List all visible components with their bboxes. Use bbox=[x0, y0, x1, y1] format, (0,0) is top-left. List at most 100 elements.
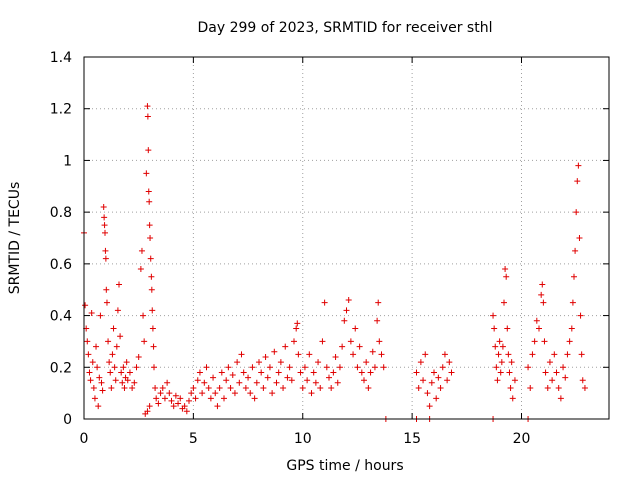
data-point bbox=[435, 374, 442, 381]
data-point bbox=[106, 359, 113, 366]
data-point bbox=[367, 369, 374, 376]
data-point bbox=[369, 348, 376, 355]
data-point bbox=[212, 390, 219, 397]
plot-frame bbox=[83, 56, 610, 420]
data-point bbox=[227, 384, 234, 391]
data-point bbox=[417, 359, 424, 366]
data-point bbox=[347, 338, 354, 345]
data-point bbox=[120, 364, 127, 371]
data-point bbox=[572, 247, 579, 254]
data-point bbox=[494, 377, 501, 384]
data-point bbox=[415, 384, 422, 391]
data-point bbox=[175, 400, 182, 407]
data-point bbox=[253, 379, 260, 386]
data-point bbox=[503, 273, 510, 280]
data-point bbox=[166, 390, 173, 397]
data-point bbox=[280, 384, 287, 391]
data-point bbox=[354, 364, 361, 371]
data-point bbox=[448, 369, 455, 376]
data-point bbox=[118, 369, 125, 376]
data-point bbox=[538, 291, 545, 298]
data-point bbox=[140, 312, 147, 319]
data-point bbox=[144, 103, 151, 110]
data-point bbox=[236, 379, 243, 386]
y-tick-label: 0 bbox=[63, 412, 72, 428]
data-point bbox=[87, 377, 94, 384]
data-point bbox=[153, 395, 160, 402]
data-point bbox=[321, 299, 328, 306]
data-point bbox=[89, 359, 96, 366]
data-point bbox=[256, 359, 262, 366]
data-point bbox=[577, 312, 584, 319]
data-point bbox=[96, 374, 103, 381]
data-point bbox=[306, 351, 313, 358]
data-point bbox=[113, 343, 120, 350]
x-axis-label: GPS time / hours bbox=[286, 458, 403, 474]
data-point bbox=[549, 377, 556, 384]
data-point bbox=[420, 377, 427, 384]
data-point bbox=[186, 397, 192, 404]
data-point bbox=[508, 359, 515, 366]
data-point bbox=[506, 369, 513, 376]
data-point bbox=[441, 351, 448, 358]
data-point bbox=[304, 377, 311, 384]
data-point bbox=[135, 353, 142, 360]
data-point bbox=[439, 364, 446, 371]
data-point bbox=[326, 374, 332, 381]
data-point bbox=[527, 384, 534, 391]
data-point bbox=[361, 377, 367, 384]
data-point bbox=[350, 351, 357, 358]
data-point bbox=[84, 338, 91, 345]
data-point bbox=[121, 384, 128, 391]
data-point bbox=[557, 395, 564, 402]
y-tick-label: 1.4 bbox=[50, 50, 72, 66]
data-point bbox=[371, 364, 378, 371]
data-point bbox=[97, 312, 104, 319]
data-point bbox=[315, 359, 322, 366]
data-point bbox=[332, 353, 339, 360]
data-point bbox=[297, 369, 304, 376]
data-point bbox=[111, 364, 118, 371]
data-point bbox=[201, 379, 208, 386]
data-point bbox=[214, 403, 221, 410]
data-point bbox=[310, 369, 317, 376]
data-point bbox=[157, 390, 164, 397]
data-point bbox=[542, 369, 549, 376]
data-point bbox=[101, 222, 108, 229]
data-point bbox=[207, 395, 214, 402]
y-tick-label: 0.6 bbox=[50, 257, 72, 273]
x-tick-label: 0 bbox=[80, 431, 89, 447]
data-point bbox=[258, 369, 265, 376]
data-point bbox=[356, 343, 363, 350]
data-point bbox=[164, 379, 171, 386]
data-point bbox=[112, 377, 119, 384]
data-point bbox=[144, 113, 151, 120]
data-point bbox=[242, 384, 249, 391]
data-point bbox=[99, 387, 106, 394]
data-point bbox=[576, 235, 583, 241]
data-point bbox=[108, 384, 115, 391]
y-tick-label: 1 bbox=[63, 153, 72, 169]
data-point bbox=[190, 384, 197, 391]
data-point bbox=[155, 400, 162, 407]
data-point bbox=[119, 379, 126, 386]
data-point bbox=[149, 325, 156, 332]
y-tick-label: 0.4 bbox=[50, 309, 72, 325]
data-point bbox=[150, 343, 157, 350]
data-point bbox=[94, 364, 101, 371]
data-point bbox=[540, 299, 547, 306]
data-point bbox=[308, 390, 315, 397]
data-point bbox=[203, 364, 210, 371]
x-tick-label: 20 bbox=[513, 431, 531, 447]
data-point bbox=[551, 351, 558, 358]
data-point bbox=[88, 309, 95, 316]
data-point bbox=[148, 286, 155, 293]
data-point bbox=[574, 178, 581, 185]
data-point bbox=[205, 384, 212, 391]
data-point bbox=[245, 374, 252, 381]
data-point bbox=[266, 364, 273, 371]
y-tick-label: 0.8 bbox=[50, 205, 72, 221]
data-point bbox=[564, 351, 571, 358]
data-point bbox=[428, 379, 435, 386]
